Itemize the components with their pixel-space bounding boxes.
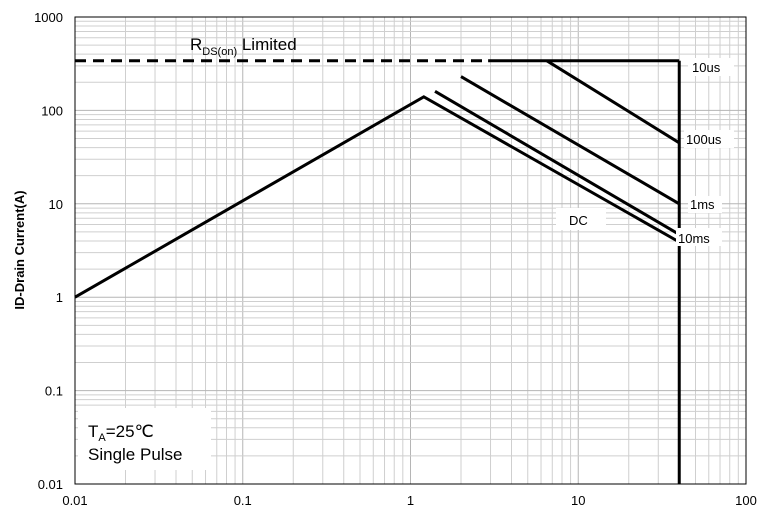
x-tick-labels: 0.01 0.1 1 10 100: [62, 493, 757, 508]
label-bg-dc: [556, 208, 606, 230]
series-line-DC: [74, 95, 680, 299]
label-bg-10us: [688, 58, 734, 76]
y-tick-labels: 1000 100 10 1 0.1 0.01: [34, 10, 63, 492]
label-bg-10ms: [676, 228, 722, 246]
y-tick-label: 1: [56, 290, 63, 305]
temperature-annotation: TA=25℃: [88, 422, 154, 444]
label-bg-1ms: [688, 196, 722, 213]
rds-label-sub: DS(on): [202, 46, 237, 58]
temp-sub: A: [98, 432, 106, 444]
series-line-10ms: [434, 90, 680, 236]
series-line-1ms: [460, 75, 680, 206]
x-tick-label: 1: [407, 493, 414, 508]
temp-main: T: [88, 422, 98, 441]
series-label-10ms: 10ms: [678, 231, 710, 246]
rds-label-rest: Limited: [237, 35, 297, 54]
pulse-annotation: Single Pulse: [88, 445, 183, 464]
x-tick-label: 0.1: [234, 493, 252, 508]
series-label-10us: 10us: [692, 60, 721, 75]
y-tick-label: 1000: [34, 10, 63, 25]
series-line-100us: [546, 59, 680, 145]
series-label-100us: 100us: [686, 132, 722, 147]
y-tick-label: 0.01: [38, 477, 63, 492]
x-tick-label: 100: [735, 493, 757, 508]
y-tick-label: 0.1: [45, 384, 63, 399]
conditions-box: [78, 408, 211, 470]
series-label-1ms: 1ms: [690, 197, 715, 212]
series-lines: [74, 59, 681, 484]
series-label-dc: DC: [569, 213, 588, 228]
y-tick-label: 100: [41, 103, 63, 118]
x-tick-label: 10: [571, 493, 585, 508]
x-tick-label: 0.01: [62, 493, 87, 508]
plot-frame: [74, 16, 747, 485]
y-axis-label: ID-Drain Current(A): [12, 190, 27, 309]
label-bg-100us: [684, 130, 734, 148]
grid: [74, 17, 746, 485]
temp-rest: =25℃: [106, 422, 154, 441]
rds-label-main: R: [190, 35, 202, 54]
y-tick-label: 10: [49, 197, 63, 212]
rds-limit-label: RDS(on) Limited: [190, 35, 297, 58]
